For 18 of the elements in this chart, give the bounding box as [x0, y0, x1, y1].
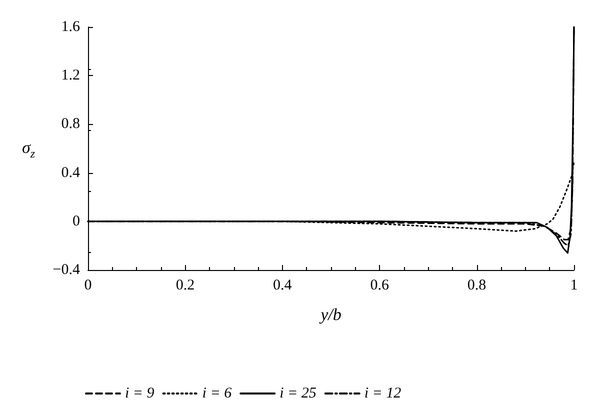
x-tick-label: 0.6 — [370, 278, 390, 294]
x-tick-label: 0.2 — [176, 278, 195, 294]
legend-label: i = 6 — [202, 386, 232, 402]
legend-label: i = 25 — [280, 386, 317, 402]
y-axis-title: σ$_{z}$ — [22, 138, 36, 162]
x-tick-label: 0.4 — [273, 278, 292, 294]
x-tick-label: 1 — [570, 278, 578, 294]
x-tick-label: 0 — [84, 278, 92, 294]
legend-label: i = 9 — [125, 386, 155, 402]
y-tick-label: −0.4 — [52, 262, 80, 278]
y-tick-label: 0 — [72, 213, 80, 230]
x-axis-title: y/b — [318, 305, 342, 324]
y-tick-label: 0.8 — [61, 116, 80, 132]
y-tick-label: 0.4 — [61, 164, 80, 181]
x-tick-label: 0.8 — [467, 278, 486, 294]
y-tick-label: 1.2 — [61, 68, 80, 84]
legend-label: i = 12 — [364, 386, 402, 402]
y-tick-label: 1.6 — [61, 19, 80, 35]
